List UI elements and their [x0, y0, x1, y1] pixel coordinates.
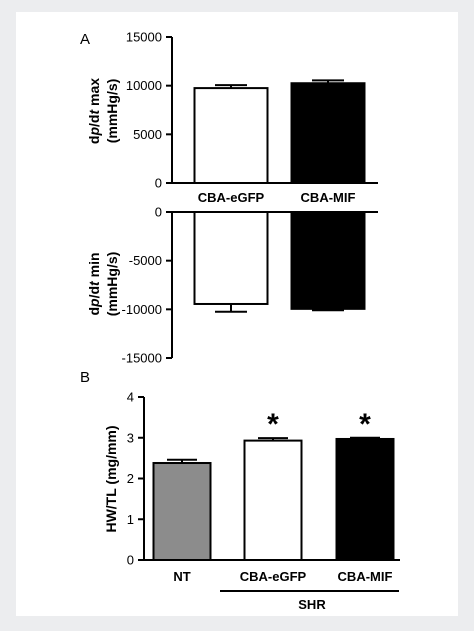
- bar: [290, 211, 366, 310]
- x-tick-label: CBA-eGFP: [240, 569, 307, 584]
- y-tick-label: -5000: [129, 253, 162, 268]
- y-axis-label-units: (mmHg/s): [104, 252, 120, 317]
- figure-svg: A B 0 5000 10000 15000 CBA-eGFP CBA-MIF dp/dt …: [80, 30, 400, 612]
- y-axis-label-units: (mmHg/s): [104, 79, 120, 144]
- x-tick-label: CBA-MIF: [301, 190, 356, 205]
- panel-b-letter: B: [80, 369, 90, 386]
- y-axis-label: HW/TL (mg/mm): [103, 425, 119, 532]
- bar: [290, 82, 366, 184]
- y-tick-label: 0: [155, 205, 162, 220]
- chart-hw-tl: 0 1 2 3 4 * * NT CBA-eGFP CBA-MIF SHR HW/TL (mg/mm): [103, 390, 400, 612]
- group-label: SHR: [298, 597, 326, 612]
- x-tick-label: CBA-eGFP: [198, 190, 265, 205]
- bar: [243, 439, 303, 562]
- significance-marker: *: [359, 408, 371, 441]
- figure-panel: A B 0 5000 10000 15000 CBA-eGFP CBA-MIF dp/dt …: [16, 12, 458, 616]
- y-tick-label: 2: [127, 471, 134, 486]
- y-tick-label: 0: [127, 553, 134, 568]
- y-axis-label: dp/dt min: [86, 252, 102, 315]
- x-tick-label: CBA-MIF: [338, 569, 393, 584]
- y-tick-label: 10000: [126, 78, 162, 93]
- y-axis-label: dp/dt max: [86, 78, 102, 144]
- y-tick-label: 4: [127, 390, 134, 405]
- bar: [152, 462, 212, 562]
- chart-dpdt-min: 0 -5000 -10000 -15000 dp/dt min (mmHg/s): [86, 205, 378, 366]
- y-tick-label: 3: [127, 430, 134, 445]
- bar: [335, 437, 395, 561]
- chart-dpdt-max: 0 5000 10000 15000 CBA-eGFP CBA-MIF dp/dt max(…: [86, 30, 378, 205]
- y-tick-label: -15000: [122, 351, 162, 366]
- significance-marker: *: [267, 408, 279, 441]
- y-tick-label: 15000: [126, 30, 162, 45]
- y-tick-label: 5000: [133, 127, 162, 142]
- y-tick-label: 0: [155, 176, 162, 191]
- y-tick-label: 1: [127, 512, 134, 527]
- bar: [193, 211, 269, 305]
- y-tick-label: -10000: [122, 302, 162, 317]
- bar: [193, 87, 269, 184]
- panel-a-letter: A: [80, 31, 90, 48]
- x-tick-label: NT: [173, 569, 190, 584]
